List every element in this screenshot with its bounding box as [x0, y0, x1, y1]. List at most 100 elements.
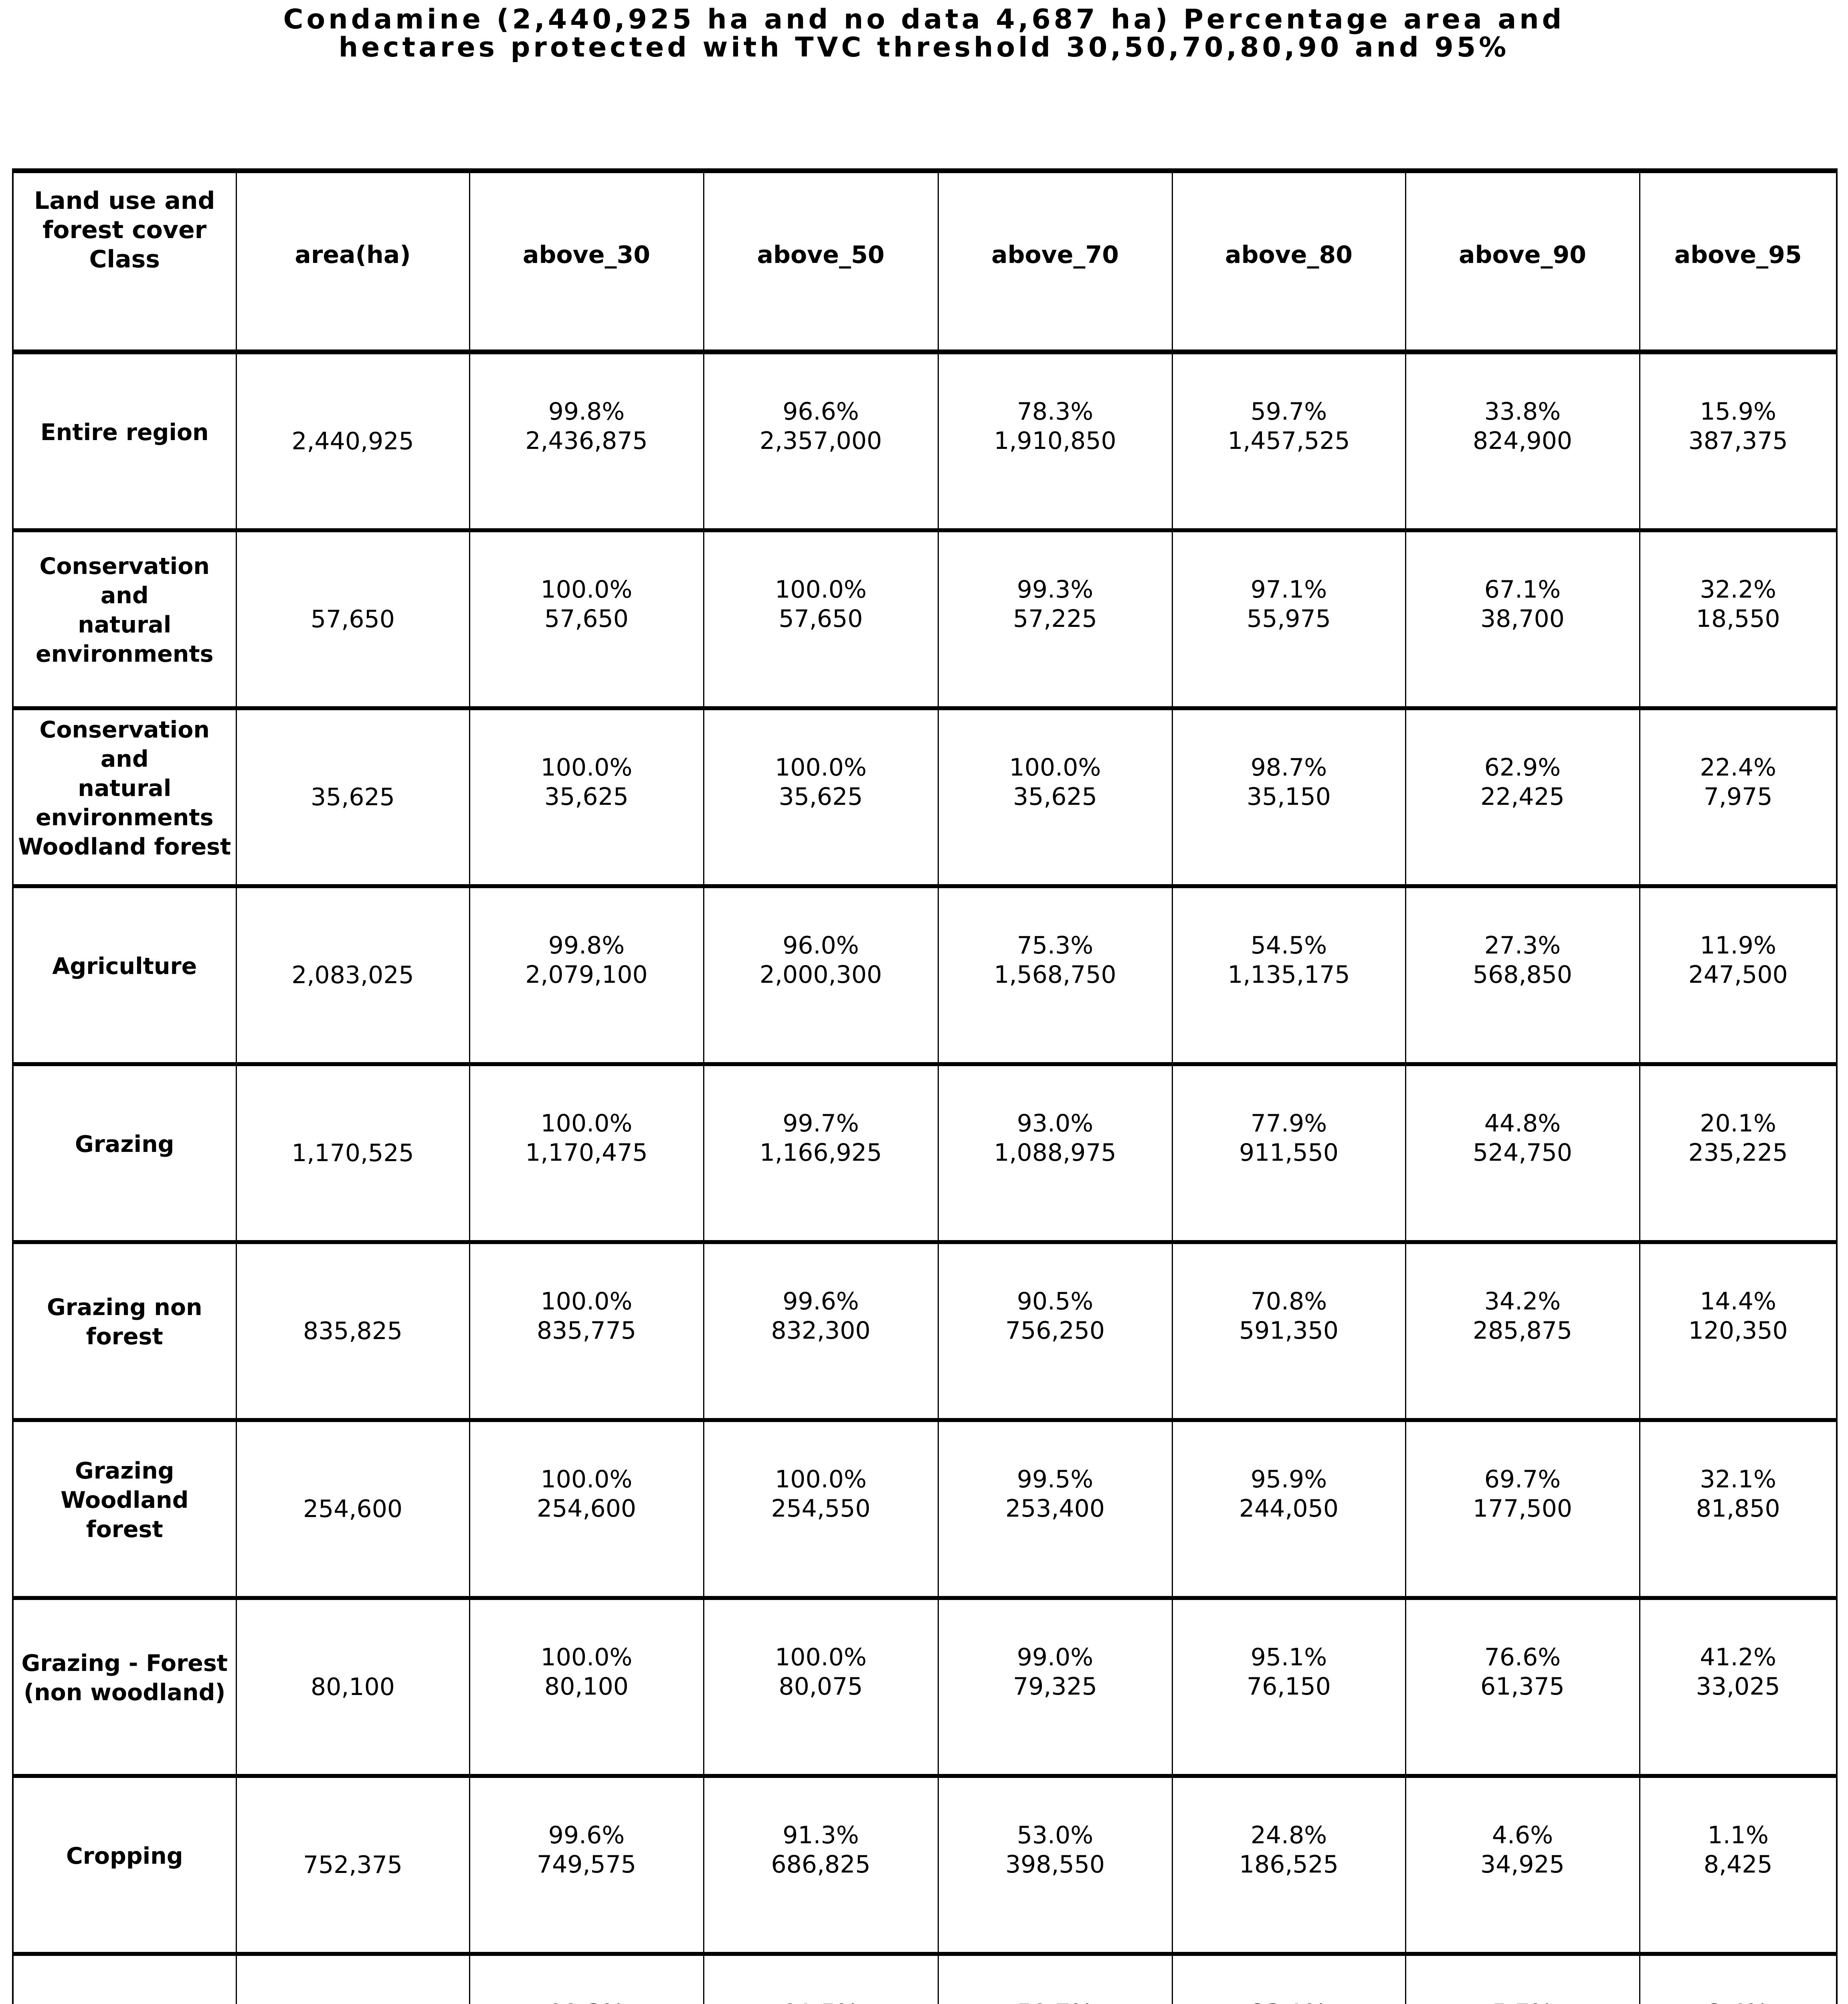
hectares-value: 35,625 — [544, 783, 629, 811]
percent-value: 100.0% — [540, 754, 633, 782]
percent-value: 100.0% — [775, 1643, 867, 1671]
threshold-cell: 76.6% 61,375 — [1405, 1596, 1640, 1776]
threshold-values: 100.0% 80,075 — [705, 1643, 938, 1701]
threshold-values: 100.0% 35,625 — [939, 753, 1172, 812]
percent-value: 100.0% — [775, 1465, 867, 1493]
threshold-cell: 98.7% 35,150 — [1171, 706, 1405, 886]
row-label: Conservation and natural environments Woodl… — [18, 716, 231, 860]
threshold-cell: 11.9% 247,500 — [1639, 884, 1837, 1064]
threshold-values: 2.4%3,825 — [1641, 1999, 1836, 2004]
threshold-values: 99.8% 2,436,875 — [471, 397, 703, 456]
threshold-values: 50.7%80,975 — [939, 1999, 1172, 2004]
column-header-above_30: above_30 — [469, 171, 704, 354]
column-header-label: above_80 — [1225, 240, 1353, 269]
threshold-cell: 93.0% 1,088,975 — [937, 1062, 1172, 1242]
threshold-cell: 22.4% 7,975 — [1639, 706, 1837, 886]
hectares-value: 35,625 — [1013, 783, 1097, 811]
area-value: 752,375 — [303, 1850, 403, 1879]
threshold-values: 97.1% 55,975 — [1173, 575, 1405, 634]
column-header-area(ha): area(ha) — [235, 171, 469, 354]
row-label: Grazing Woodland forest — [61, 1457, 189, 1543]
hectares-value: 1,457,525 — [1227, 427, 1350, 455]
hectares-value: 911,550 — [1239, 1139, 1339, 1167]
threshold-values: 34.2% 285,875 — [1407, 1287, 1639, 1345]
threshold-cell: 100.0% 57,650 — [469, 528, 704, 708]
row-label: Cropping — [66, 1842, 183, 1869]
hectares-value: 591,350 — [1239, 1317, 1339, 1345]
threshold-values: 41.2% 33,025 — [1641, 1643, 1836, 1701]
threshold-cell: 100.0% 80,075 — [703, 1596, 938, 1776]
threshold-values: 59.7% 1,457,525 — [1173, 397, 1405, 456]
percent-value: 33.8% — [1484, 398, 1561, 426]
threshold-values: 69.7% 177,500 — [1407, 1465, 1639, 1523]
hectares-value: 80,100 — [544, 1673, 629, 1701]
page-title-line2: hectares protected with TVC threshold 30… — [338, 32, 1510, 63]
threshold-cell: 91.5%146,275 — [703, 1952, 938, 2004]
row-label-cell: Cropping — [12, 1774, 236, 1954]
threshold-values: 75.3% 1,568,750 — [939, 931, 1172, 990]
table-row: Grazing 1,170,525 100.0% 1,170,475 99.7% 1,16… — [12, 1062, 1837, 1242]
hectares-value: 756,250 — [1005, 1317, 1105, 1345]
threshold-values: 77.9% 911,550 — [1173, 1109, 1405, 1168]
percent-value: 34.2% — [1484, 1287, 1561, 1315]
threshold-cell: 4.6% 34,925 — [1405, 1774, 1640, 1954]
area-value: 1,170,525 — [291, 1139, 414, 1167]
threshold-values: 99.6% 832,300 — [705, 1287, 938, 1345]
threshold-values: 100.0% 835,775 — [471, 1287, 703, 1345]
threshold-cell: 95.1% 76,150 — [1171, 1596, 1405, 1776]
threshold-cell: 99.6% 832,300 — [703, 1240, 938, 1420]
threshold-cell: 14.4% 120,350 — [1639, 1240, 1837, 1420]
threshold-cell: 99.5% 253,400 — [937, 1418, 1172, 1598]
threshold-values: 99.5% 253,400 — [939, 1465, 1172, 1523]
threshold-cell: 100.0% 835,775 — [469, 1240, 704, 1420]
table-row: Irrigation159,85099.3%158,77591.5%146,27… — [12, 1952, 1837, 2004]
threshold-values: 100.0% 35,625 — [705, 753, 938, 812]
percent-value: 59.7% — [1250, 398, 1327, 426]
percent-value: 76.6% — [1484, 1643, 1561, 1671]
hectares-value: 57,225 — [1013, 605, 1097, 633]
percent-value: 32.2% — [1700, 576, 1777, 604]
threshold-values: 98.7% 35,150 — [1173, 753, 1405, 812]
row-label: Grazing - Forest (non woodland) — [21, 1650, 228, 1706]
area-cell: 35,625 — [235, 706, 469, 886]
percent-value: 44.8% — [1484, 1109, 1561, 1137]
percent-value: 69.7% — [1484, 1465, 1561, 1493]
threshold-cell: 67.1% 38,700 — [1405, 528, 1640, 708]
area-cell: 57,650 — [235, 528, 469, 708]
percent-value: 96.0% — [782, 931, 859, 960]
threshold-cell: 2.4%3,825 — [1639, 1952, 1837, 2004]
threshold-cell: 77.9% 911,550 — [1171, 1062, 1405, 1242]
threshold-cell: 99.3%158,775 — [469, 1952, 704, 2004]
hectares-value: 33,025 — [1696, 1673, 1780, 1701]
threshold-cell: 91.3% 686,825 — [703, 1774, 938, 1954]
hectares-value: 824,900 — [1472, 427, 1573, 455]
percent-value: 27.3% — [1484, 931, 1561, 960]
threshold-cell: 99.6% 749,575 — [469, 1774, 704, 1954]
row-label: Grazing — [75, 1131, 174, 1158]
row-label-cell: Grazing non forest — [12, 1240, 236, 1420]
table-header: Land use and forest cover Class area(ha) abo… — [12, 171, 1837, 354]
threshold-cell: 100.0% 80,100 — [469, 1596, 704, 1776]
hectares-value: 35,625 — [778, 783, 863, 811]
threshold-cell: 32.1% 81,850 — [1639, 1418, 1837, 1598]
percent-value: 11.9% — [1700, 931, 1777, 960]
hectares-value: 2,079,100 — [525, 961, 648, 989]
hectares-value: 38,700 — [1480, 605, 1565, 633]
percent-value: 15.9% — [1700, 398, 1777, 426]
percent-value: 14.4% — [1700, 1287, 1777, 1315]
threshold-values: 70.8% 591,350 — [1173, 1287, 1405, 1345]
percent-value: 96.6% — [782, 398, 859, 426]
threshold-values: 100.0% 80,100 — [471, 1643, 703, 1701]
hectares-value: 749,575 — [536, 1850, 637, 1879]
table-row: Conservation and natural environments Woodl… — [12, 706, 1837, 886]
table-row: Grazing Woodland forest 254,600 100.0% 254,6… — [12, 1418, 1837, 1598]
row-label: Agriculture — [52, 953, 197, 980]
percent-value: 41.2% — [1700, 1643, 1777, 1671]
percent-value: 2.4% — [1641, 1999, 1836, 2004]
threshold-values: 27.3% 568,850 — [1407, 931, 1639, 990]
threshold-values: 4.6% 34,925 — [1407, 1821, 1639, 1879]
threshold-cell: 99.7% 1,166,925 — [703, 1062, 938, 1242]
table-body: Entire region 2,440,925 99.8% 2,436,875 96.6… — [12, 352, 1837, 2004]
hectares-value: 80,075 — [778, 1673, 863, 1701]
table-row: Entire region 2,440,925 99.8% 2,436,875 96.6… — [12, 352, 1837, 530]
